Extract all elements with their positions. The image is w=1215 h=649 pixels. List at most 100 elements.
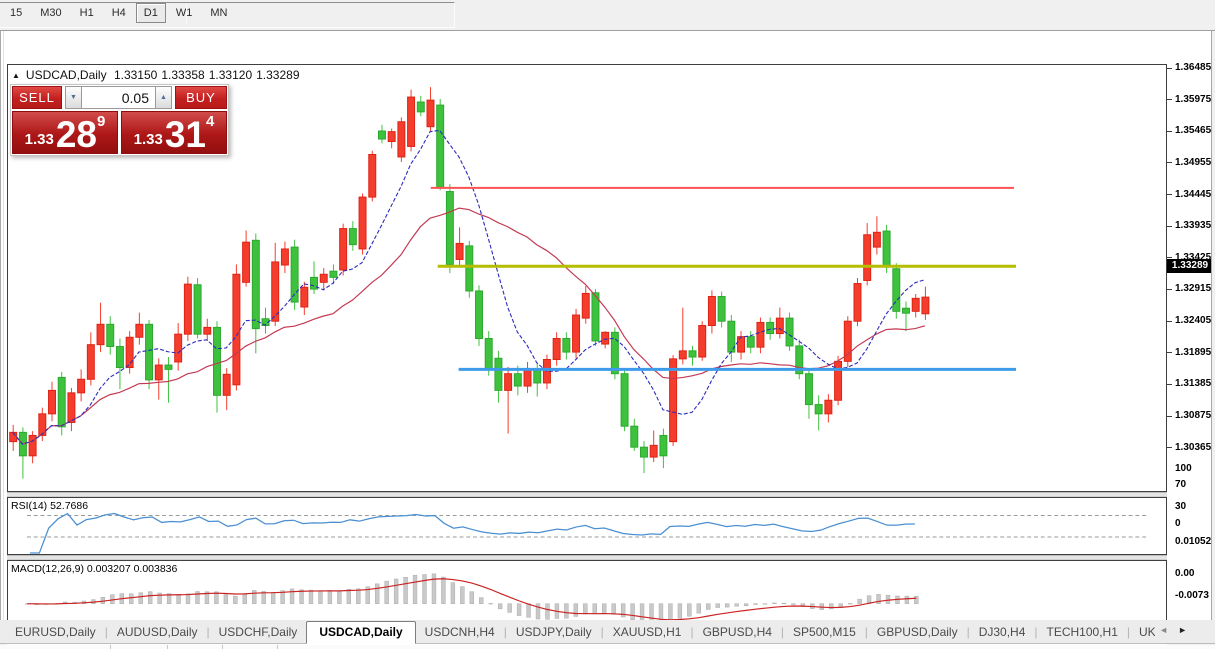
- tab-separator: |: [690, 625, 694, 639]
- tab-scroll-left-button[interactable]: ◄: [1159, 625, 1169, 635]
- collapse-panel-icon[interactable]: ▲: [12, 71, 20, 80]
- tab-separator: |: [966, 625, 970, 639]
- price-axis-label: 1.31385: [1175, 378, 1212, 390]
- window-frame: [3, 31, 4, 620]
- volume-decrease-button[interactable]: ▼: [65, 86, 82, 109]
- chart-symbol: USDCAD,Daily: [25, 68, 107, 82]
- macd-signal-line: [27, 578, 917, 621]
- status-strip-tick: [167, 645, 168, 649]
- chart-tab-SP500-M15[interactable]: SP500,M15: [793, 625, 856, 639]
- ma-fast-line: [12, 129, 926, 445]
- timeframe-M30[interactable]: M30: [32, 3, 69, 23]
- price-axis-label: 1.33935: [1175, 220, 1212, 232]
- timeframe-MN[interactable]: MN: [202, 3, 235, 23]
- buy-price-pip: 4: [206, 113, 215, 130]
- rsi-label: RSI(14) 52.7686: [11, 500, 89, 512]
- macd-histogram: [25, 573, 919, 625]
- chart-tab-EURUSD-Daily[interactable]: EURUSD,Daily: [15, 625, 96, 639]
- current-price-tag: 1.33289: [1167, 259, 1213, 274]
- timeframe-group: [0, 2, 455, 28]
- chart-tab-TECH100-H1[interactable]: TECH100,H1: [1046, 625, 1118, 639]
- rsi-axis-label: 30: [1175, 501, 1187, 513]
- sell-price-prefix: 1.33: [24, 131, 54, 148]
- buy-price-display[interactable]: 1.33 31 4: [121, 111, 227, 154]
- price-axis-tick: [1167, 352, 1172, 353]
- sell-button[interactable]: SELL: [12, 86, 62, 109]
- status-strip-tick: [277, 645, 278, 649]
- price-axis-label: 1.34445: [1175, 188, 1212, 200]
- chart-tab-XAUUSD-H1[interactable]: XAUUSD,H1: [612, 625, 682, 639]
- chart-tab-USDCNH-H4[interactable]: USDCNH,H4: [424, 625, 495, 639]
- window-frame: [0, 31, 1, 620]
- candlesticks: [9, 87, 930, 479]
- buy-button[interactable]: BUY: [175, 86, 227, 109]
- rsi-indicator-panel[interactable]: [7, 497, 1167, 555]
- macd-indicator-panel[interactable]: [7, 560, 1167, 627]
- price-axis-label: 1.30365: [1175, 441, 1212, 453]
- volume-spinner: ▼ ▲: [65, 86, 172, 109]
- price-axis-tick: [1167, 321, 1172, 322]
- status-strip: [0, 645, 1215, 649]
- price-axis-tick: [1167, 194, 1172, 195]
- timeframe-toolbar: 15 M30 H1 H4 D1 W1 MN: [0, 0, 1215, 31]
- chart-title: ▲ USDCAD,Daily 1.33150 1.33358 1.33120 1.332…: [12, 68, 304, 82]
- price-axis-label: 1.32915: [1175, 283, 1212, 295]
- sell-price-display[interactable]: 1.33 28 9: [12, 111, 118, 154]
- price-axis-tick: [1167, 447, 1172, 448]
- volume-increase-button[interactable]: ▲: [155, 86, 172, 109]
- macd-axis-label: -0.0073: [1175, 590, 1209, 602]
- macd-label: MACD(12,26,9) 0.003207 0.003836: [11, 563, 178, 575]
- ohlc-close: 1.33289: [256, 68, 300, 82]
- ma-slow-line: [12, 207, 926, 445]
- tab-separator: |: [780, 625, 785, 639]
- price-axis-label: 1.33425: [1175, 251, 1212, 263]
- volume-input[interactable]: [82, 86, 155, 109]
- ohlc-high: 1.33358: [161, 68, 205, 82]
- rsi-line: [29, 512, 915, 554]
- price-axis-label: 1.35465: [1175, 125, 1212, 137]
- toolbar-separator: [186, 4, 187, 24]
- status-strip-tick: [222, 645, 223, 649]
- tab-separator: |: [600, 625, 604, 639]
- status-strip-tick: [110, 645, 111, 649]
- timeframe-W1[interactable]: W1: [168, 3, 201, 23]
- chart-tab-DJ30-H4[interactable]: DJ30,H4: [978, 625, 1026, 639]
- tab-separator: |: [864, 625, 868, 639]
- tab-separator: |: [1126, 625, 1131, 639]
- price-axis-label: 1.30875: [1175, 410, 1212, 422]
- rsi-axis-label: 70: [1175, 479, 1187, 491]
- chart-tab-USDCHF-Daily[interactable]: USDCHF,Daily: [218, 625, 298, 639]
- tab-separator: |: [503, 625, 507, 639]
- ohlc-low: 1.33120: [208, 68, 253, 82]
- tab-separator: |: [1034, 625, 1038, 639]
- window-frame: [1211, 31, 1212, 620]
- chart-tab-USDCAD-Daily[interactable]: USDCAD,Daily: [306, 620, 416, 644]
- window-frame: [1212, 31, 1215, 620]
- tab-scroll-right-button[interactable]: ►: [1178, 625, 1187, 635]
- chart-tab-AUDUSD-Daily[interactable]: AUDUSD,Daily: [116, 625, 198, 639]
- timeframe-H4[interactable]: H4: [104, 3, 134, 23]
- tab-separator: |: [206, 625, 210, 639]
- price-axis-tick: [1167, 68, 1172, 69]
- buy-price-prefix: 1.33: [133, 131, 163, 148]
- timeframe-H1[interactable]: H1: [72, 3, 102, 23]
- chart-tab-UKC[interactable]: UKC: [1139, 625, 1155, 639]
- panel-splitter[interactable]: [7, 555, 1167, 560]
- rsi-axis-label: 100: [1175, 462, 1192, 474]
- chart-tab-GBPUSD-H4[interactable]: GBPUSD,H4: [702, 625, 772, 639]
- price-axis-tick: [1167, 257, 1172, 258]
- chart-tab-USDJPY-Daily[interactable]: USDJPY,Daily: [515, 625, 592, 639]
- timeframe-15[interactable]: 15: [2, 3, 30, 23]
- chart-tab-GBPUSD-Daily[interactable]: GBPUSD,Daily: [876, 625, 958, 639]
- price-axis-tick: [1167, 162, 1172, 163]
- price-axis[interactable]: 1.36485 1.35975 1.35465 1.34955 1.34445 1.339…: [1167, 31, 1213, 620]
- panel-splitter[interactable]: [7, 492, 1167, 497]
- tab-separator: |: [104, 625, 108, 639]
- chart-window: ▲ USDCAD,Daily 1.33150 1.33358 1.33120 1.332…: [0, 31, 1215, 649]
- sell-price-big: 28: [55, 113, 97, 155]
- price-axis-label: 1.31895: [1175, 346, 1212, 358]
- timeframe-D1[interactable]: D1: [135, 3, 166, 23]
- macd-axis-label: 0.00: [1175, 568, 1195, 579]
- price-axis-tick: [1167, 226, 1172, 227]
